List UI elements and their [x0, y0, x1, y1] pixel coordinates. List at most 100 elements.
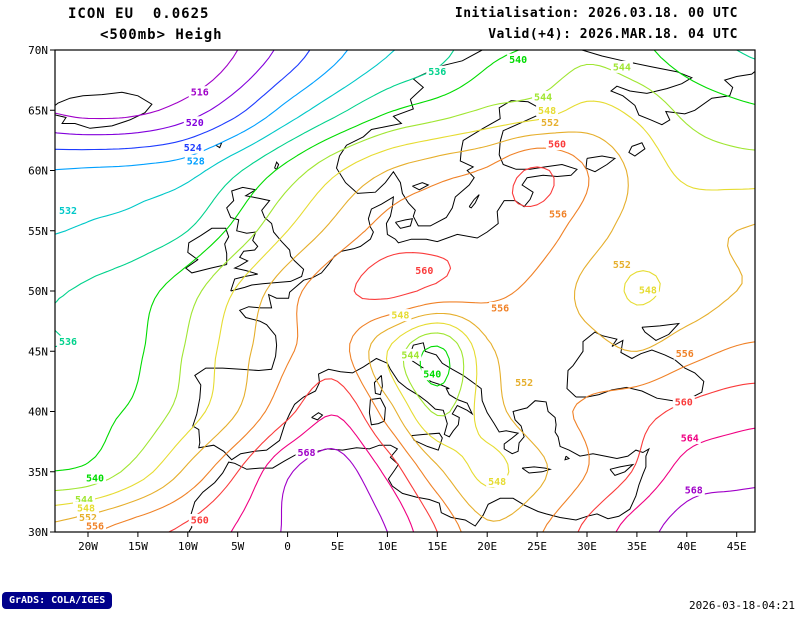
contour-label: 540	[86, 473, 104, 484]
contour-label-mask	[636, 283, 659, 296]
y-tick-label: 55N	[28, 225, 48, 238]
contour-label-mask	[532, 90, 555, 103]
contour-label-mask	[513, 376, 536, 389]
grads-logo: GrADS: COLA/IGES	[2, 592, 113, 609]
contour-label: 548	[538, 106, 556, 117]
contour-label-mask	[184, 154, 207, 167]
contour-label-mask	[83, 471, 106, 484]
contour-label: 520	[186, 118, 204, 129]
contour-label-mask	[413, 264, 436, 277]
x-tick-label: 20E	[477, 540, 497, 553]
x-tick-label: 5W	[231, 540, 245, 553]
x-tick-label: 35E	[627, 540, 647, 553]
contour-label: 540	[509, 55, 527, 66]
contour-label: 536	[59, 337, 77, 348]
contour-label-mask	[181, 141, 204, 154]
contour-label-mask	[546, 137, 569, 150]
contour-label: 560	[548, 139, 566, 150]
x-tick-label: 10E	[377, 540, 397, 553]
contour-560	[168, 166, 755, 532]
contour-label-mask	[682, 483, 705, 496]
contour-label: 548	[391, 311, 409, 322]
contour-552	[55, 131, 755, 523]
contour-564	[230, 414, 755, 532]
contour-524	[55, 50, 311, 151]
contour-label-mask	[610, 258, 633, 271]
contour-label: 556	[491, 303, 509, 314]
contour-label-mask	[673, 347, 696, 360]
contour-label: 544	[534, 92, 552, 103]
contour-label-mask	[83, 519, 106, 532]
contour-label: 560	[191, 515, 209, 526]
contour-label-mask	[389, 309, 412, 322]
contour-label-mask	[57, 335, 80, 348]
x-tick-label: 5E	[331, 540, 344, 553]
contour-label: 552	[79, 513, 97, 524]
axes-layer: 20W 15W 10W 5W 0 5E 10E 15E 20E 25E 30E 35E 40E 45E 70…	[28, 44, 747, 553]
contour-label-mask	[295, 446, 318, 459]
contour-label: 548	[639, 285, 657, 296]
contour-label-mask	[547, 207, 570, 220]
contour-label: 564	[681, 434, 699, 445]
contour-label: 516	[191, 88, 209, 99]
contour-532	[55, 50, 396, 235]
contour-label: 560	[415, 266, 433, 277]
contour-label: 556	[86, 521, 104, 532]
contour-label-mask	[486, 475, 509, 488]
x-tick-label: 40E	[677, 540, 697, 553]
contour-label: 556	[676, 349, 694, 360]
contour-label-mask	[507, 53, 530, 66]
contour-label-mask	[188, 513, 211, 526]
contour-label: 552	[515, 378, 533, 389]
contour-556	[96, 147, 755, 532]
model-title: ICON EU 0.0625	[68, 6, 210, 22]
x-tick-label: 20W	[78, 540, 98, 553]
contour-label: 524	[184, 143, 202, 154]
y-tick-label: 65N	[28, 104, 48, 117]
contour-label-mask	[536, 104, 559, 117]
contour-540	[55, 50, 755, 472]
y-tick-label: 50N	[28, 285, 48, 298]
y-tick-label: 35N	[28, 466, 48, 479]
contour-label-mask	[678, 432, 701, 445]
init-time-label: Initialisation: 2026.03.18. 00 UTC	[454, 6, 738, 21]
x-tick-label: 0	[284, 540, 291, 553]
contour-label-mask	[610, 60, 633, 73]
contour-label: 552	[541, 118, 559, 129]
coastlines-layer	[55, 50, 755, 532]
x-tick-label: 30E	[577, 540, 597, 553]
contour-label-mask	[421, 368, 444, 381]
x-tick-label: 15E	[427, 540, 447, 553]
contour-568	[280, 447, 755, 532]
contours-layer	[55, 50, 755, 532]
contour-label: 556	[549, 209, 567, 220]
contour-label-mask	[489, 301, 512, 314]
contour-label: 540	[423, 370, 441, 381]
contour-label: 532	[59, 206, 77, 217]
contour-label-mask	[75, 501, 98, 514]
contour-516	[55, 50, 239, 120]
x-tick-label: 15W	[128, 540, 148, 553]
contour-label: 544	[401, 350, 419, 361]
creation-timestamp: 2026-03-18-04:21	[689, 599, 795, 612]
contour-label-mask	[399, 348, 422, 361]
x-tick-label: 25E	[527, 540, 547, 553]
y-tick-label: 60N	[28, 165, 48, 178]
contour-label: 536	[428, 67, 446, 78]
contour-label-mask	[183, 116, 206, 129]
contour-label: 548	[77, 503, 95, 514]
field-title: <500mb> Heigh	[100, 27, 223, 43]
contour-label: 528	[187, 156, 205, 167]
contour-label: 544	[613, 62, 631, 73]
coastline-path	[55, 50, 755, 532]
y-tick-label: 30N	[28, 526, 48, 539]
contour-520	[55, 50, 275, 136]
valid-time-label: Valid(+4): 2026.MAR.18. 04 UTC	[488, 27, 738, 42]
contour-label-mask	[57, 204, 80, 217]
contour-labels-layer: 516 520 524 528 532 536 536 540 540 540 544 544 544 5…	[57, 53, 705, 532]
contour-label: 568	[685, 485, 703, 496]
contour-548	[55, 100, 755, 506]
contour-label: 548	[488, 477, 506, 488]
